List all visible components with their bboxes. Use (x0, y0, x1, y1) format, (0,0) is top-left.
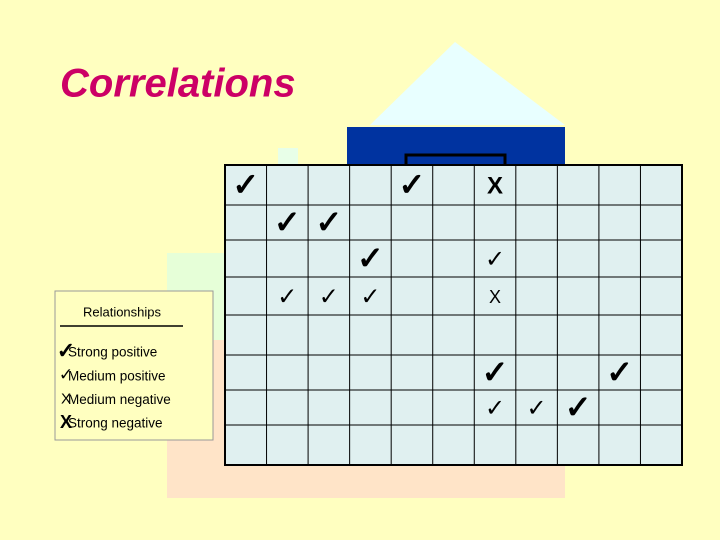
cell-symbol: ✓ (482, 354, 509, 390)
cell-symbol: X (487, 172, 503, 199)
legend-box (54, 290, 214, 441)
cell-symbol: ✓ (606, 354, 633, 390)
legend-symbol: ✓ (57, 338, 75, 363)
title: Correlations (60, 62, 296, 106)
roof (370, 42, 565, 125)
legend-label: Medium positive (68, 368, 166, 383)
legend-label: Strong positive (68, 345, 157, 360)
legend-title: Relationships (83, 304, 162, 319)
cell-symbol: ✓ (274, 204, 301, 240)
cell-symbol: ✓ (315, 204, 342, 240)
legend-symbol: X (60, 412, 72, 432)
cell-symbol: ✓ (527, 395, 547, 422)
cell-symbol: ✓ (565, 389, 592, 425)
cell-symbol: ✓ (357, 240, 384, 276)
matrix: ✓ ✓ X ✓ ✓ ✓ ✓ ✓ ✓ ✓ X ✓ ✓ ✓ ✓ ✓ (224, 164, 683, 466)
legend-symbol: X (61, 390, 71, 407)
cell-symbol: ✓ (319, 283, 339, 310)
cell-symbol: ✓ (360, 283, 380, 310)
cell-symbol: ✓ (399, 166, 426, 202)
legend-label: Medium negative (68, 392, 171, 407)
legend-label: Strong negative (68, 416, 163, 431)
bracket (404, 153, 507, 165)
legend-items: ✓Strong positive✓Medium positiveXMedium … (57, 338, 171, 432)
cell-symbol: ✓ (485, 395, 505, 422)
cell-symbol: ✓ (485, 246, 505, 273)
cell-symbol: X (489, 287, 501, 307)
legend-symbol: ✓ (59, 365, 73, 384)
cell-symbol: ✓ (277, 283, 297, 310)
small-block (278, 148, 298, 168)
cell-symbol: ✓ (232, 166, 259, 202)
